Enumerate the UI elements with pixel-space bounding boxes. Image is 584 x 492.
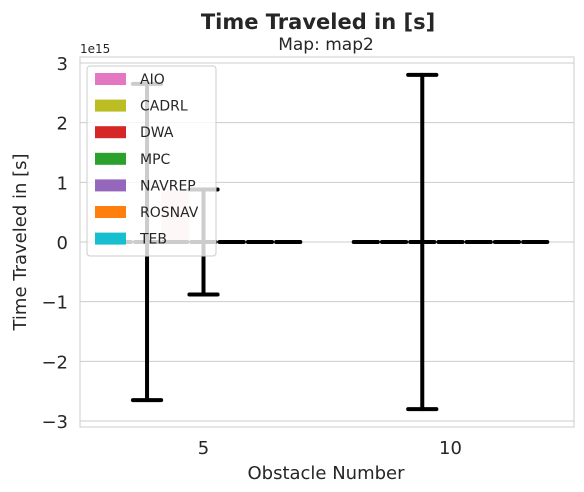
y-tick-labels: −3 −2 −1 0 1 2 3 (41, 54, 68, 433)
legend-label-dwa: DWA (140, 125, 174, 141)
y-tick-label: −1 (41, 293, 68, 314)
legend-swatch-navrep (95, 179, 126, 192)
x-tick-label: 10 (439, 438, 462, 459)
y-scale-offset-label: 1e15 (80, 42, 110, 56)
legend-label-cadrl: CADRL (140, 99, 188, 115)
chart-subtitle: Map: map2 (278, 35, 374, 55)
y-tick-label: 3 (57, 54, 68, 75)
legend-label-teb: TEB (139, 232, 167, 248)
legend-swatch-cadrl (95, 99, 126, 112)
legend-swatch-dwa (95, 126, 126, 139)
legend-swatch-teb (95, 232, 126, 245)
legend-label-navrep: NAVREP (140, 178, 196, 194)
x-tick-label: 5 (198, 438, 209, 459)
chart-title: Time Traveled in [s] (201, 10, 435, 34)
y-tick-label: 2 (57, 114, 68, 135)
y-tick-label: −2 (41, 352, 68, 373)
legend-swatch-rosnav (95, 206, 126, 218)
y-tick-label: 0 (57, 233, 68, 254)
legend-swatch-mpc (95, 152, 126, 165)
legend-label-rosnav: ROSNAV (140, 205, 199, 221)
x-axis-label: Obstacle Number (247, 463, 405, 484)
x-tick-labels: 5 10 (198, 438, 462, 459)
legend-label-aio: AIO (140, 72, 165, 88)
legend: AIO CADRL DWA MPC NAVREP ROSNAV TEB (86, 65, 217, 257)
legend-label-mpc: MPC (140, 152, 171, 168)
y-tick-label: 1 (57, 173, 68, 194)
y-axis-label: Time Traveled in [s] (10, 153, 31, 331)
legend-swatch-aio (95, 73, 126, 85)
y-tick-label: −3 (41, 412, 68, 433)
